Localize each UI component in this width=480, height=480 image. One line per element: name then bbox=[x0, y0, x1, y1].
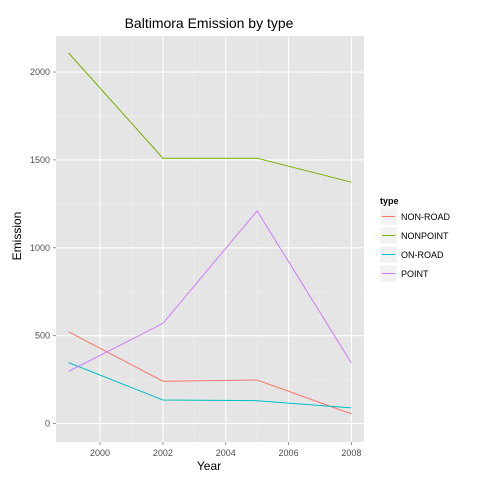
x-tick-label: 2004 bbox=[216, 448, 236, 458]
minor-gridlines bbox=[56, 36, 364, 442]
series-line-on-road bbox=[68, 362, 352, 409]
x-axis-ticks: 2000 2002 2004 2006 2008 bbox=[90, 442, 361, 458]
y-tick-label: 1500 bbox=[30, 155, 50, 165]
series-lines bbox=[68, 52, 352, 415]
chart-title: Baltimora Emission by type bbox=[125, 15, 294, 31]
x-tick-label: 2008 bbox=[341, 448, 361, 458]
x-tick-label: 2000 bbox=[90, 448, 110, 458]
y-axis-label: Emission bbox=[10, 212, 24, 261]
x-axis-label: Year bbox=[197, 459, 221, 473]
y-axis-ticks: 0 500 1000 1500 2000 bbox=[30, 67, 56, 429]
x-tick-label: 2002 bbox=[153, 448, 173, 458]
legend-label-non-road: NON-ROAD bbox=[401, 212, 450, 222]
series-line-nonpoint bbox=[68, 52, 352, 183]
x-tick-label: 2006 bbox=[279, 448, 299, 458]
legend: type NON-ROAD NONPOINT ON-ROAD POINT bbox=[379, 196, 450, 283]
y-tick-label: 0 bbox=[45, 419, 50, 429]
major-gridlines bbox=[56, 36, 364, 442]
legend-label-nonpoint: NONPOINT bbox=[401, 231, 449, 241]
series-line-point bbox=[68, 210, 352, 372]
y-tick-label: 2000 bbox=[30, 67, 50, 77]
y-tick-label: 500 bbox=[35, 331, 50, 341]
series-line-non-road bbox=[68, 331, 352, 415]
y-tick-label: 1000 bbox=[30, 243, 50, 253]
legend-label-on-road: ON-ROAD bbox=[401, 250, 444, 260]
legend-label-point: POINT bbox=[401, 269, 429, 279]
legend-title: type bbox=[380, 196, 399, 206]
plot-panel bbox=[56, 36, 364, 442]
